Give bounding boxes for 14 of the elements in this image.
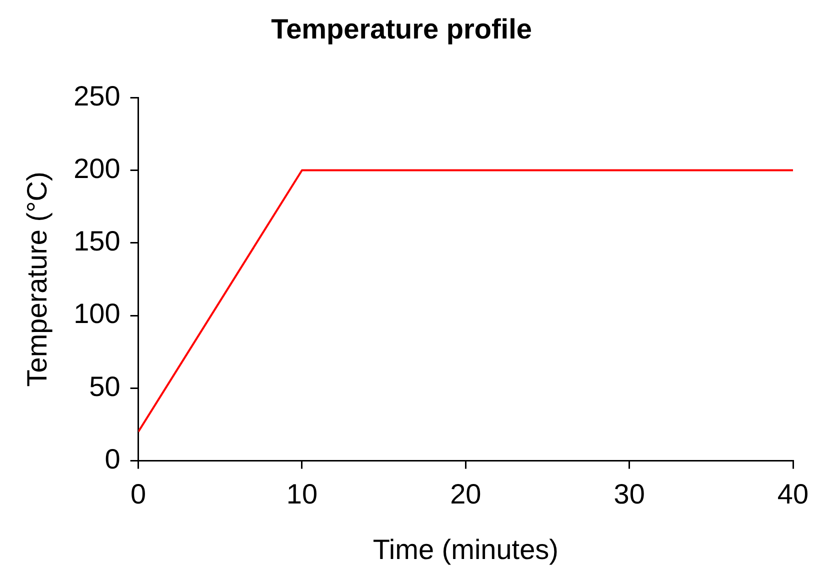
x-tick-label: 40 [777,478,809,510]
x-tick-label: 10 [286,478,318,510]
y-tick-label: 100 [74,298,120,330]
y-axis-title: Temperature (°C) [22,172,53,387]
chart-title: Temperature profile [271,14,532,45]
x-tick-label: 30 [614,478,645,510]
x-tick-label: 0 [130,478,146,510]
y-tick-label: 250 [74,80,120,112]
y-tick-label: 0 [104,444,120,475]
y-tick-label: 50 [89,370,120,402]
y-tick-label: 200 [74,152,120,184]
x-axis-title: Time (minutes) [372,534,558,565]
y-tick-label: 150 [74,226,120,257]
x-tick-label: 20 [450,478,482,510]
